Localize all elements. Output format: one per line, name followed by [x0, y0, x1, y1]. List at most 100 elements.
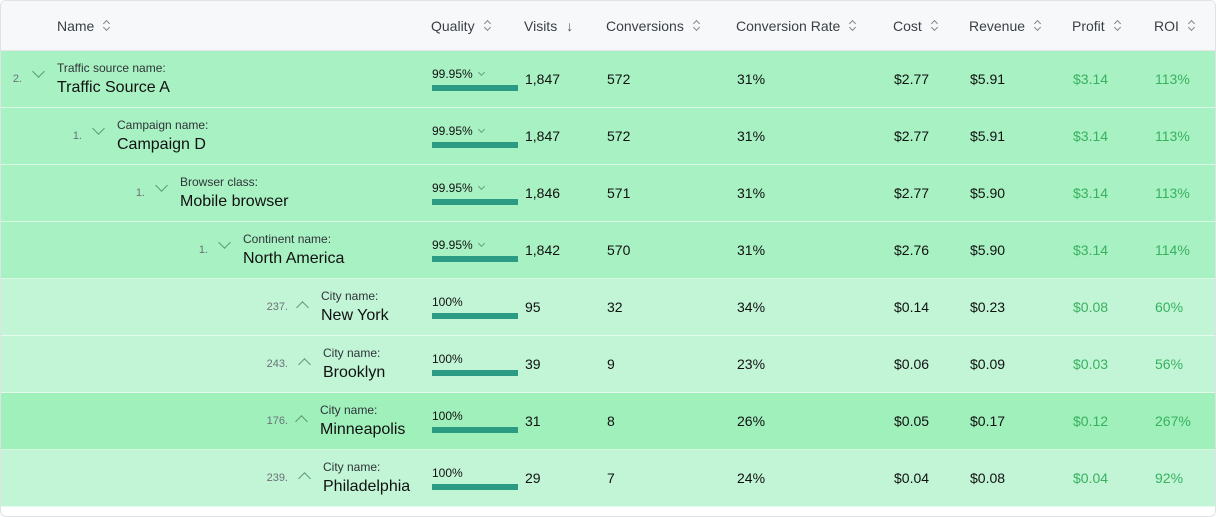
quality-bar — [432, 484, 518, 490]
row-name: Traffic source name: Traffic Source A — [57, 51, 170, 107]
table-row[interactable]: 239. City name: Philadelphia 100% 29 7 24% $0.0… — [1, 450, 1215, 507]
revenue-cell: $0.09 — [970, 356, 1006, 372]
chevron-up-icon[interactable] — [298, 358, 311, 371]
chevron-down-icon[interactable] — [155, 179, 168, 192]
cost-cell: $0.14 — [894, 299, 930, 315]
row-name: City name: Philadelphia — [323, 450, 410, 506]
row-index: 176. — [266, 415, 288, 427]
revenue-cell: $5.91 — [970, 71, 1006, 87]
table-row[interactable]: 237. City name: New York 100% 95 32 34% $0.14 $0… — [1, 279, 1215, 336]
column-header-name-label: Name — [57, 17, 95, 34]
conversion-rate-cell: 23% — [737, 356, 766, 372]
roi-cell: 92% — [1155, 470, 1184, 486]
row-name: Continent name: North America — [243, 222, 344, 278]
chevron-down-icon[interactable] — [218, 236, 231, 249]
roi-cell: 113% — [1155, 185, 1190, 201]
column-header-conversion-rate-label: Conversion Rate — [736, 17, 841, 34]
table-row[interactable]: 1. Campaign name: Campaign D 99.95% 1,847 572… — [1, 108, 1215, 165]
quality-cell: 99.95% — [432, 67, 518, 91]
conversion-rate-cell: 31% — [737, 185, 766, 201]
chevron-down-icon[interactable] — [477, 182, 485, 191]
chevron-down-icon[interactable] — [477, 239, 485, 248]
quality-cell: 100% — [432, 352, 518, 376]
column-header-profit-label: Profit — [1072, 17, 1105, 34]
revenue-cell: $5.90 — [970, 242, 1006, 258]
quality-value: 99.95% — [432, 181, 473, 195]
visits-cell: 31 — [525, 413, 541, 429]
row-name-label: City name: — [323, 345, 381, 360]
roi-cell: 114% — [1155, 242, 1190, 258]
quality-bar — [432, 427, 518, 433]
column-header-cost[interactable]: Cost — [893, 1, 939, 50]
column-header-quality[interactable]: Quality — [431, 1, 492, 50]
chevron-down-icon[interactable] — [32, 65, 45, 78]
column-header-profit[interactable]: Profit — [1072, 1, 1122, 50]
quality-bar — [432, 199, 518, 205]
row-index: 1. — [198, 244, 208, 256]
revenue-cell: $0.08 — [970, 470, 1006, 486]
column-header-conversion-rate[interactable]: Conversion Rate — [736, 1, 857, 50]
row-name-label: Campaign name: — [117, 117, 209, 132]
profit-cell: $3.14 — [1073, 128, 1109, 144]
visits-cell: 1,842 — [525, 242, 561, 258]
column-header-name[interactable]: Name — [57, 1, 111, 50]
visits-cell: 39 — [525, 356, 541, 372]
sort-icon[interactable] — [1188, 20, 1196, 32]
row-name-label: Continent name: — [243, 231, 332, 246]
row-name-value: North America — [243, 249, 345, 267]
row-index: 2. — [12, 73, 22, 85]
row-index: 1. — [135, 187, 145, 199]
profit-cell: $3.14 — [1073, 242, 1109, 258]
visits-cell: 95 — [525, 299, 541, 315]
column-header-revenue[interactable]: Revenue — [969, 1, 1042, 50]
column-header-visits-label: Visits — [524, 17, 558, 34]
sort-icon[interactable] — [103, 20, 111, 32]
row-index: 243. — [266, 358, 288, 370]
chevron-up-icon[interactable] — [296, 301, 309, 314]
row-name: City name: Brooklyn — [323, 336, 385, 392]
conversion-rate-cell: 34% — [737, 299, 766, 315]
chevron-up-icon[interactable] — [298, 472, 311, 485]
sort-icon[interactable] — [931, 20, 939, 32]
row-index: 1. — [72, 130, 82, 142]
sort-icon[interactable] — [1034, 20, 1042, 32]
table-row[interactable]: 1. Browser class: Mobile browser 99.95% 1,84… — [1, 165, 1215, 222]
roi-cell: 267% — [1155, 413, 1191, 429]
sort-icon[interactable] — [849, 20, 857, 32]
conversion-rate-cell: 31% — [737, 128, 766, 144]
sort-icon[interactable] — [693, 20, 701, 32]
column-header-cost-label: Cost — [893, 17, 922, 34]
quality-bar — [432, 85, 518, 91]
row-name-value: Mobile browser — [180, 192, 289, 210]
chevron-up-icon[interactable] — [295, 415, 308, 428]
quality-value: 100% — [432, 295, 463, 309]
chevron-down-icon[interactable] — [92, 122, 105, 135]
cost-cell: $0.04 — [894, 470, 930, 486]
sort-icon[interactable] — [1114, 20, 1122, 32]
cost-cell: $2.77 — [894, 128, 930, 144]
table-row[interactable]: 243. City name: Brooklyn 100% 39 9 23% $0.06 $0.… — [1, 336, 1215, 393]
table-row[interactable]: 176. City name: Minneapolis 100% 31 8 26% $0.05… — [1, 393, 1215, 450]
conversion-rate-cell: 31% — [737, 71, 766, 87]
chevron-down-icon[interactable] — [477, 125, 485, 134]
quality-cell: 100% — [432, 409, 518, 433]
column-header-roi[interactable]: ROI — [1154, 1, 1196, 50]
revenue-cell: $0.23 — [970, 299, 1006, 315]
quality-value: 100% — [432, 352, 463, 366]
quality-cell: 100% — [432, 466, 518, 490]
visits-cell: 29 — [525, 470, 541, 486]
column-header-visits[interactable]: Visits ↓ — [524, 1, 573, 50]
profit-cell: $0.03 — [1073, 356, 1109, 372]
visits-cell: 1,846 — [525, 185, 561, 201]
table-row[interactable]: 2. Traffic source name: Traffic Source A 99… — [1, 51, 1215, 108]
sort-icon[interactable] — [484, 20, 492, 32]
table-row[interactable]: 1. Continent name: North America 99.95% 1,84… — [1, 222, 1215, 279]
row-name-value: Minneapolis — [320, 420, 406, 438]
chevron-down-icon[interactable] — [477, 68, 485, 77]
quality-bar — [432, 370, 518, 376]
sort-descending-icon[interactable]: ↓ — [566, 17, 574, 34]
row-name: Browser class: Mobile browser — [180, 165, 288, 221]
column-header-conversions[interactable]: Conversions — [606, 1, 701, 50]
cost-cell: $0.05 — [894, 413, 930, 429]
conversions-cell: 570 — [607, 242, 631, 258]
